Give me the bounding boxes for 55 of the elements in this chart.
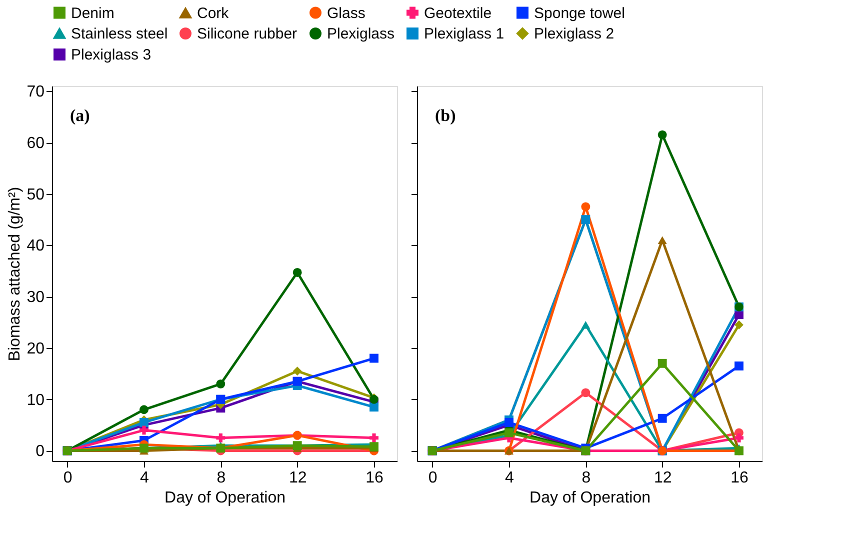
y-tick-label: 60 xyxy=(26,135,45,152)
annotation: (a) xyxy=(70,106,90,125)
legend-label: Geotextile xyxy=(424,4,492,22)
point xyxy=(734,320,744,330)
point xyxy=(370,433,378,442)
legend-label: Cork xyxy=(197,5,230,22)
point xyxy=(734,433,744,442)
point xyxy=(140,405,148,414)
legend-label: Plexiglass 3 xyxy=(71,46,152,64)
x-axis-title: Day of Operation xyxy=(530,490,650,506)
point xyxy=(581,388,590,398)
x-tick-label: 16 xyxy=(366,470,384,486)
y-tick-label: 70 xyxy=(26,84,45,101)
point xyxy=(292,366,302,376)
y-tick-label: 50 xyxy=(26,186,45,204)
legend-label: Plexiglass 2 xyxy=(534,26,614,42)
y-tick-label: 10 xyxy=(26,392,45,409)
x-tick-label: 12 xyxy=(288,470,307,486)
x-tick-label: 12 xyxy=(654,470,672,486)
legend-label: Plexiglass 1 xyxy=(424,26,504,42)
x-tick-label: 0 xyxy=(428,470,438,486)
y-axis-title: Biomass attached (g/m²) xyxy=(6,186,24,362)
legend-label: Sponge towel xyxy=(534,4,625,22)
point xyxy=(140,426,148,435)
point xyxy=(581,202,590,212)
point xyxy=(292,268,302,277)
point xyxy=(216,379,226,388)
point xyxy=(216,433,226,442)
point xyxy=(370,354,378,363)
legend-label: Silicone rubber xyxy=(197,26,298,42)
x-tick-label: 4 xyxy=(505,470,514,486)
point xyxy=(504,428,514,438)
legend-label: Stainless steel xyxy=(71,26,168,42)
point xyxy=(658,414,667,423)
point xyxy=(658,358,667,368)
x-tick-label: 8 xyxy=(582,470,591,486)
x-axis-title: Day of Operation xyxy=(164,490,286,506)
y-tick-label: 20 xyxy=(26,340,45,358)
point xyxy=(140,418,148,427)
point xyxy=(734,361,744,370)
annotation: (b) xyxy=(435,106,456,125)
y-tick-label: 30 xyxy=(26,289,45,306)
point xyxy=(504,418,514,427)
point xyxy=(658,130,667,140)
legend-label: Glass xyxy=(327,4,366,22)
y-tick-label: 0 xyxy=(36,443,45,460)
x-tick-label: 0 xyxy=(63,470,72,486)
x-tick-label: 4 xyxy=(140,470,150,486)
x-tick-label: 8 xyxy=(216,470,226,486)
point xyxy=(370,402,378,412)
legend-label: Plexiglass xyxy=(327,26,395,42)
x-tick-label: 16 xyxy=(730,470,748,486)
legend-label: Denim xyxy=(71,4,114,22)
point xyxy=(581,320,590,329)
y-tick-label: 40 xyxy=(26,238,45,255)
